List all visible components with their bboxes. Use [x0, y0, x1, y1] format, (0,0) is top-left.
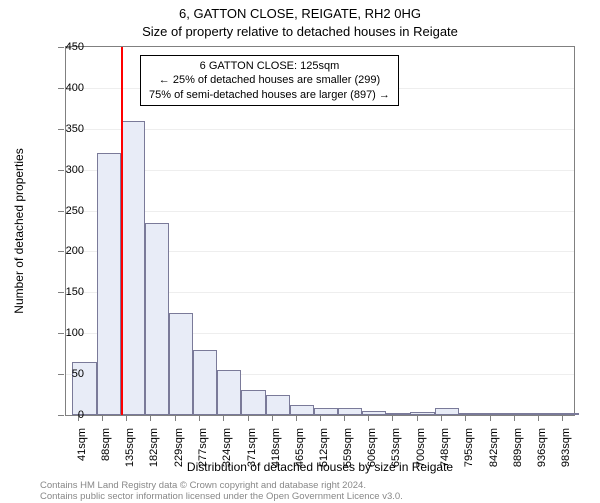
x-tick: [296, 415, 297, 421]
histogram-bar: [507, 413, 531, 415]
chart-title-line2: Size of property relative to detached ho…: [0, 24, 600, 39]
y-tick-label: 200: [44, 245, 84, 257]
histogram-bar: [362, 411, 386, 415]
histogram-bar: [531, 413, 555, 415]
histogram-bar: [121, 121, 145, 415]
x-tick-label: 983sqm: [560, 428, 572, 488]
x-tick-label: 88sqm: [100, 428, 112, 488]
x-tick: [150, 415, 151, 421]
x-tick: [223, 415, 224, 421]
x-tick: [320, 415, 321, 421]
copyright-notice: Contains HM Land Registry data © Crown c…: [40, 480, 403, 503]
x-tick: [465, 415, 466, 421]
annotation-line3: 75% of semi-detached houses are larger (…: [149, 88, 390, 102]
x-tick: [514, 415, 515, 421]
x-tick-label: 842sqm: [488, 428, 500, 488]
x-tick-label: 512sqm: [318, 428, 330, 488]
chart-title-line1: 6, GATTON CLOSE, REIGATE, RH2 0HG: [0, 6, 600, 21]
x-tick-label: 559sqm: [342, 428, 354, 488]
histogram-bar: [338, 408, 362, 415]
x-tick-label: 889sqm: [512, 428, 524, 488]
y-tick-label: 150: [44, 286, 84, 298]
x-tick-label: 182sqm: [148, 428, 160, 488]
reference-line: [121, 47, 123, 415]
x-axis-title: Distribution of detached houses by size …: [65, 460, 575, 474]
y-tick-label: 300: [44, 164, 84, 176]
x-tick-label: 418sqm: [270, 428, 282, 488]
x-tick: [562, 415, 563, 421]
histogram-bar: [266, 395, 290, 415]
y-axis-title: Number of detached properties: [12, 0, 26, 231]
x-tick-label: 229sqm: [173, 428, 185, 488]
histogram-bar: [97, 153, 121, 415]
annotation-box: 6 GATTON CLOSE: 125sqm ← 25% of detached…: [140, 55, 399, 106]
histogram-bar: [169, 313, 193, 415]
x-tick: [199, 415, 200, 421]
copyright-line2: Contains public sector information licen…: [40, 491, 403, 502]
x-tick: [102, 415, 103, 421]
x-tick: [417, 415, 418, 421]
copyright-line1: Contains HM Land Registry data © Crown c…: [40, 480, 403, 491]
annotation-line1: 6 GATTON CLOSE: 125sqm: [149, 59, 390, 73]
histogram-bar: [555, 413, 579, 415]
histogram-bar: [241, 390, 265, 415]
chart-container: 6, GATTON CLOSE, REIGATE, RH2 0HG Size o…: [0, 0, 600, 500]
histogram-bar: [483, 413, 507, 415]
histogram-bar: [386, 413, 410, 415]
x-tick-label: 748sqm: [439, 428, 451, 488]
x-tick-label: 700sqm: [415, 428, 427, 488]
y-tick-label: 250: [44, 205, 84, 217]
x-tick: [392, 415, 393, 421]
annotation-line2: ← 25% of detached houses are smaller (29…: [149, 73, 390, 87]
histogram-bar: [290, 405, 314, 415]
y-tick-label: 350: [44, 123, 84, 135]
histogram-bar: [435, 408, 459, 415]
x-tick-label: 795sqm: [463, 428, 475, 488]
histogram-bar: [410, 412, 434, 415]
histogram-bar: [217, 370, 241, 415]
x-tick: [248, 415, 249, 421]
y-tick-label: 0: [44, 409, 84, 421]
x-tick: [126, 415, 127, 421]
x-tick-label: 324sqm: [221, 428, 233, 488]
histogram-bar: [145, 223, 169, 415]
x-tick-label: 465sqm: [294, 428, 306, 488]
x-tick: [368, 415, 369, 421]
histogram-bar: [459, 413, 483, 415]
x-tick: [441, 415, 442, 421]
x-tick-label: 653sqm: [390, 428, 402, 488]
y-tick-label: 450: [44, 41, 84, 53]
x-tick-label: 371sqm: [246, 428, 258, 488]
x-tick-label: 606sqm: [366, 428, 378, 488]
y-tick-label: 100: [44, 327, 84, 339]
x-tick: [175, 415, 176, 421]
y-tick-label: 400: [44, 82, 84, 94]
histogram-bar: [193, 350, 217, 415]
x-tick: [344, 415, 345, 421]
histogram-bar: [314, 408, 338, 415]
y-tick-label: 50: [44, 368, 84, 380]
x-tick-label: 277sqm: [197, 428, 209, 488]
x-tick-label: 41sqm: [76, 428, 88, 488]
x-tick: [490, 415, 491, 421]
x-tick-label: 135sqm: [124, 428, 136, 488]
x-tick: [538, 415, 539, 421]
x-tick-label: 936sqm: [536, 428, 548, 488]
x-tick: [272, 415, 273, 421]
